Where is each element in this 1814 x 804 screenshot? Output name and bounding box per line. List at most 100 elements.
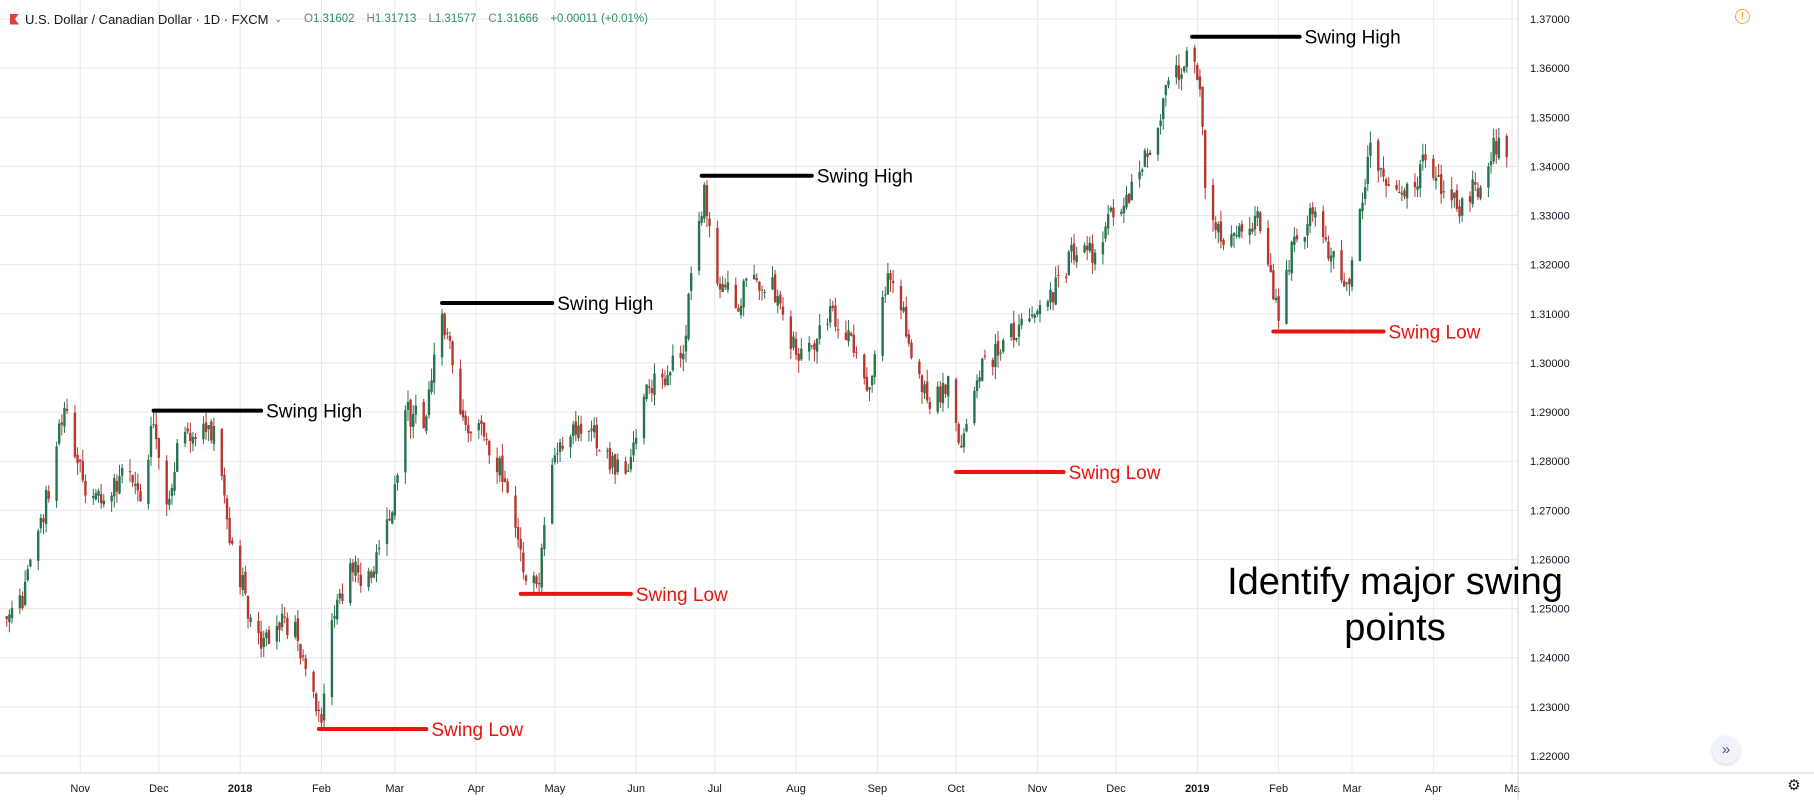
candle-body <box>246 595 250 619</box>
y-tick-label: 1.32000 <box>1530 260 1570 272</box>
candle-body <box>1379 167 1383 170</box>
candle-body <box>522 552 525 573</box>
candle <box>724 278 727 290</box>
candle-body <box>42 518 45 523</box>
candle <box>1455 184 1459 212</box>
candle-body <box>267 629 271 644</box>
candle-body <box>1476 188 1480 197</box>
candle-body <box>745 278 748 281</box>
candle-body <box>1432 158 1435 178</box>
candle-body <box>742 280 745 308</box>
candle <box>1311 201 1314 222</box>
candle-body <box>223 474 226 496</box>
y-tick-label: 1.23000 <box>1530 702 1570 714</box>
candle <box>813 340 816 362</box>
candle <box>351 559 355 582</box>
candle <box>501 444 504 493</box>
candle-body <box>847 330 850 342</box>
candle <box>1162 97 1165 130</box>
candle <box>1497 127 1501 160</box>
candle <box>204 410 208 440</box>
candle <box>1495 129 1498 164</box>
candle-body <box>1366 156 1369 185</box>
candle-body <box>1489 161 1493 166</box>
candle-body <box>994 343 997 368</box>
candle-body <box>1387 184 1390 186</box>
candle <box>44 485 48 533</box>
candle <box>946 375 950 409</box>
candle-body <box>1253 215 1257 230</box>
candle-body <box>758 281 761 291</box>
candle-body <box>579 423 583 434</box>
gear-icon[interactable]: ⚙ <box>1787 777 1801 794</box>
candle <box>763 289 766 299</box>
candle <box>443 312 446 340</box>
candle <box>1125 185 1128 210</box>
alert-icon[interactable]: ! <box>1735 9 1750 24</box>
candle-body <box>385 519 389 545</box>
candle-body <box>1416 186 1419 190</box>
candle-body <box>1067 251 1071 276</box>
symbol-selector[interactable]: U.S. Dollar / Canadian Dollar · 1D · FXC… <box>25 12 282 27</box>
candle-body <box>176 443 179 472</box>
candle <box>1421 143 1425 171</box>
candle-body <box>1306 224 1309 236</box>
candle-body <box>1363 187 1367 200</box>
candle-body <box>495 457 499 473</box>
candle-body <box>165 460 168 505</box>
candle-body <box>569 436 572 448</box>
candle-body <box>771 277 774 290</box>
candle-body <box>113 477 116 497</box>
candle-body <box>1198 76 1202 90</box>
candle <box>99 484 103 509</box>
candle <box>1146 148 1149 168</box>
candle-body <box>1327 241 1330 259</box>
candle-body <box>849 333 853 336</box>
candle-body <box>779 294 782 304</box>
candle-body <box>396 475 399 483</box>
candle-body <box>1311 207 1314 215</box>
candle <box>598 449 601 452</box>
candle-body <box>973 390 976 423</box>
candle <box>865 367 869 392</box>
candle <box>1248 217 1251 245</box>
candle <box>63 401 66 433</box>
candle-body <box>724 284 727 288</box>
candle <box>653 363 656 406</box>
candle-body <box>29 559 32 567</box>
candle <box>102 494 105 508</box>
candle <box>561 437 564 452</box>
candle-body <box>322 693 326 721</box>
candle-body <box>63 407 66 427</box>
candle-body <box>716 227 719 284</box>
candle <box>755 273 758 283</box>
candle-body <box>1020 318 1023 326</box>
candle-body <box>1104 226 1107 239</box>
candle <box>1419 159 1422 198</box>
candle <box>847 319 850 347</box>
candle-body <box>642 396 646 439</box>
candle-body <box>954 379 958 424</box>
candle-body <box>8 614 11 623</box>
chevron-down-icon[interactable]: ⌄ <box>274 13 283 24</box>
candle-body <box>1497 138 1501 158</box>
candle-body <box>886 273 890 295</box>
candle <box>37 528 40 571</box>
candle-body <box>110 495 113 502</box>
candle-body <box>238 545 242 588</box>
candle <box>918 358 921 379</box>
candle-body <box>414 405 418 415</box>
scroll-to-realtime-button[interactable]: » <box>1712 736 1740 764</box>
candle-body <box>1308 208 1312 226</box>
candle <box>341 583 344 605</box>
candle <box>1198 69 1202 97</box>
candle-body <box>1122 205 1126 214</box>
candle-body <box>10 608 14 619</box>
candle <box>183 426 187 448</box>
candle <box>322 683 326 731</box>
candle-body <box>1458 206 1461 217</box>
x-tick-label: Jun <box>627 783 645 795</box>
candle-body <box>228 517 231 544</box>
